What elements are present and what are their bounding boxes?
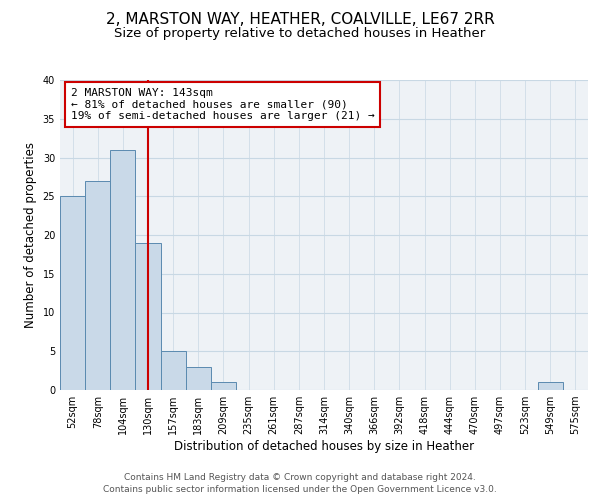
Text: Size of property relative to detached houses in Heather: Size of property relative to detached ho…	[115, 28, 485, 40]
Text: 2 MARSTON WAY: 143sqm
← 81% of detached houses are smaller (90)
19% of semi-deta: 2 MARSTON WAY: 143sqm ← 81% of detached …	[71, 88, 374, 121]
Bar	[161, 351, 186, 390]
Bar	[60, 196, 85, 390]
Text: Contains public sector information licensed under the Open Government Licence v3: Contains public sector information licen…	[103, 485, 497, 494]
Bar	[538, 382, 563, 390]
Bar	[136, 243, 161, 390]
Y-axis label: Number of detached properties: Number of detached properties	[24, 142, 37, 328]
X-axis label: Distribution of detached houses by size in Heather: Distribution of detached houses by size …	[174, 440, 474, 453]
Bar	[186, 367, 211, 390]
Bar	[85, 180, 110, 390]
Bar	[110, 150, 136, 390]
Text: Contains HM Land Registry data © Crown copyright and database right 2024.: Contains HM Land Registry data © Crown c…	[124, 472, 476, 482]
Text: 2, MARSTON WAY, HEATHER, COALVILLE, LE67 2RR: 2, MARSTON WAY, HEATHER, COALVILLE, LE67…	[106, 12, 494, 28]
Bar	[211, 382, 236, 390]
